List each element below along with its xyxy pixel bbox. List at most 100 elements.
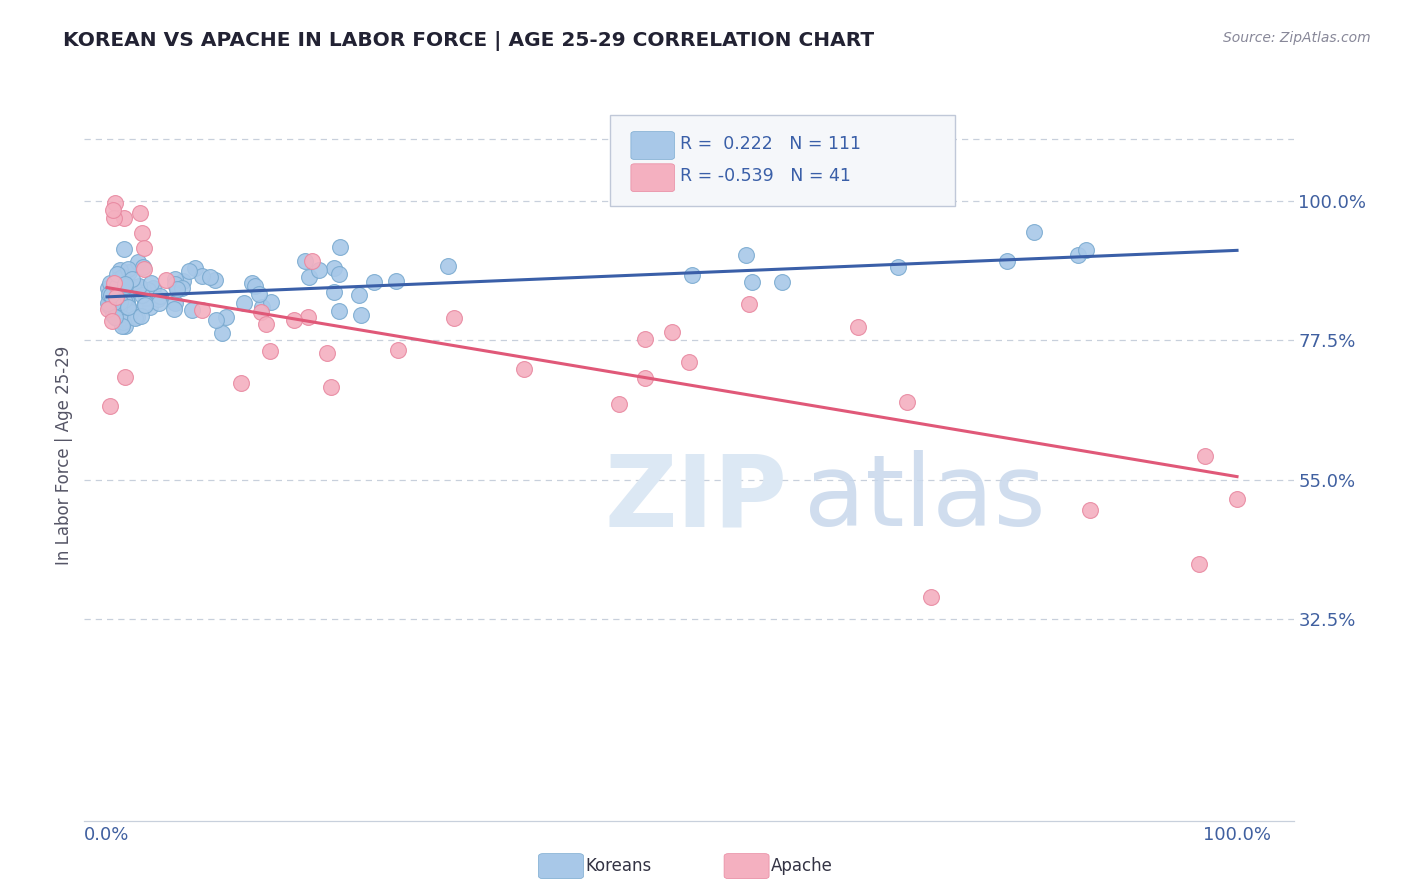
Point <box>98 276 121 290</box>
Point <box>111 311 134 326</box>
Point <box>111 319 134 334</box>
Point <box>1225 491 1247 506</box>
Point <box>131 288 153 302</box>
Point <box>134 262 156 277</box>
Point <box>111 269 134 284</box>
Point <box>384 274 406 288</box>
Point <box>105 306 128 320</box>
Point <box>100 314 122 328</box>
Point <box>347 287 370 301</box>
Text: Apache: Apache <box>770 857 832 875</box>
Point <box>108 300 131 314</box>
Point <box>363 275 385 289</box>
Point <box>103 285 125 300</box>
Point <box>108 273 131 287</box>
Text: R =  0.222   N = 111: R = 0.222 N = 111 <box>681 135 862 153</box>
Point <box>120 305 142 319</box>
FancyBboxPatch shape <box>631 132 675 160</box>
Point <box>134 241 156 255</box>
Point <box>321 380 343 394</box>
Point <box>198 269 221 284</box>
Point <box>155 273 177 287</box>
Point <box>124 311 146 326</box>
Point <box>128 278 150 293</box>
Point <box>118 265 141 279</box>
Point <box>163 296 186 310</box>
Point <box>681 268 703 282</box>
Point <box>112 242 135 256</box>
Point <box>190 269 212 284</box>
Point <box>135 291 157 305</box>
Point <box>1187 557 1209 571</box>
Point <box>298 270 321 285</box>
Point <box>513 362 536 376</box>
Point <box>100 288 122 302</box>
Point <box>117 262 139 277</box>
Point <box>129 310 152 324</box>
Point <box>115 285 138 299</box>
Point <box>250 300 273 314</box>
Point <box>920 590 942 604</box>
Point <box>634 332 657 346</box>
Point <box>136 283 159 297</box>
Point <box>163 302 186 317</box>
Point <box>112 313 135 327</box>
Point <box>1194 449 1216 463</box>
Point <box>118 310 141 324</box>
Point <box>259 344 281 359</box>
Point <box>112 269 135 284</box>
Point <box>634 371 657 385</box>
Point <box>1074 243 1097 257</box>
Point <box>101 202 124 217</box>
Point <box>995 254 1018 268</box>
Point <box>110 288 132 302</box>
Point <box>114 211 136 225</box>
Point <box>131 226 153 240</box>
Point <box>846 319 869 334</box>
Point <box>350 308 373 322</box>
Point <box>128 206 150 220</box>
Point <box>249 305 271 319</box>
Point <box>128 280 150 294</box>
Point <box>297 310 319 325</box>
Point <box>115 295 138 310</box>
Point <box>98 288 121 302</box>
Point <box>328 304 350 318</box>
Point <box>97 281 120 295</box>
Point <box>1022 225 1045 239</box>
Point <box>443 311 465 326</box>
Point <box>117 299 139 313</box>
Point <box>283 313 305 327</box>
Text: R = -0.539   N = 41: R = -0.539 N = 41 <box>681 167 852 185</box>
Point <box>97 296 120 310</box>
Point <box>134 296 156 310</box>
Point <box>104 310 127 325</box>
Point <box>387 343 409 358</box>
Point <box>211 326 233 340</box>
Point <box>233 295 256 310</box>
Point <box>741 275 763 289</box>
Point <box>329 240 352 254</box>
Point <box>121 272 143 286</box>
Point <box>97 299 120 313</box>
Point <box>734 248 756 262</box>
Point <box>770 276 793 290</box>
Point <box>301 254 323 268</box>
Point <box>103 310 125 325</box>
Point <box>1078 503 1101 517</box>
Point <box>127 310 149 325</box>
Point <box>114 277 136 292</box>
Point <box>105 267 128 281</box>
Point <box>104 290 127 304</box>
Text: Koreans: Koreans <box>585 857 651 875</box>
Point <box>887 260 910 275</box>
Point <box>308 263 330 277</box>
Point <box>97 287 120 301</box>
Point <box>322 260 344 275</box>
Point <box>170 281 193 295</box>
Point <box>105 302 128 317</box>
Point <box>114 279 136 293</box>
Point <box>112 293 135 307</box>
Point <box>607 397 630 411</box>
Point <box>166 282 188 296</box>
